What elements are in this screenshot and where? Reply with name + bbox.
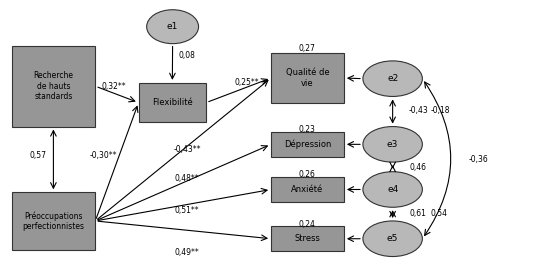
Text: e1: e1 (167, 22, 178, 31)
Text: -0,30**: -0,30** (89, 151, 117, 160)
Text: Anxiété: Anxiété (292, 185, 324, 194)
Text: Préoccupations
perfectionnistes: Préoccupations perfectionnistes (22, 211, 85, 231)
Text: Recherche
de hauts
standards: Recherche de hauts standards (34, 71, 73, 101)
Text: Dépression: Dépression (284, 140, 331, 149)
Text: 0,23: 0,23 (299, 125, 315, 134)
Text: e3: e3 (387, 140, 398, 149)
FancyBboxPatch shape (271, 132, 344, 157)
FancyBboxPatch shape (271, 177, 344, 202)
Ellipse shape (147, 10, 198, 44)
Text: 0,26: 0,26 (299, 170, 315, 180)
Text: 0,25**: 0,25** (234, 78, 259, 87)
Text: -0,18: -0,18 (430, 106, 450, 115)
FancyBboxPatch shape (139, 83, 206, 122)
Text: -0,36: -0,36 (468, 155, 488, 164)
Text: 0,48**: 0,48** (175, 174, 199, 183)
Text: 0,32**: 0,32** (102, 82, 126, 91)
Text: 0,49**: 0,49** (175, 248, 199, 257)
Text: 0,57: 0,57 (30, 151, 47, 160)
Ellipse shape (363, 221, 422, 257)
Text: 0,24: 0,24 (299, 220, 315, 229)
Text: -0,43: -0,43 (409, 106, 429, 115)
Text: -0,43**: -0,43** (173, 145, 201, 154)
FancyBboxPatch shape (271, 53, 344, 103)
Text: e2: e2 (387, 74, 398, 83)
Text: 0,27: 0,27 (299, 44, 315, 53)
Text: Flexibilité: Flexibilité (152, 98, 193, 107)
Ellipse shape (363, 126, 422, 162)
Text: e4: e4 (387, 185, 398, 194)
FancyBboxPatch shape (271, 226, 344, 251)
Text: 0,46: 0,46 (409, 163, 427, 172)
FancyBboxPatch shape (11, 192, 95, 250)
FancyBboxPatch shape (11, 46, 95, 127)
Text: 0,61: 0,61 (409, 209, 426, 218)
Text: 0,51**: 0,51** (175, 205, 199, 215)
Text: Qualité de
vie: Qualité de vie (286, 68, 330, 88)
Text: 0,54: 0,54 (430, 209, 448, 218)
Ellipse shape (363, 172, 422, 207)
Ellipse shape (363, 61, 422, 97)
Text: 0,08: 0,08 (179, 51, 196, 60)
Text: Stress: Stress (294, 234, 320, 243)
Text: e5: e5 (387, 234, 398, 243)
